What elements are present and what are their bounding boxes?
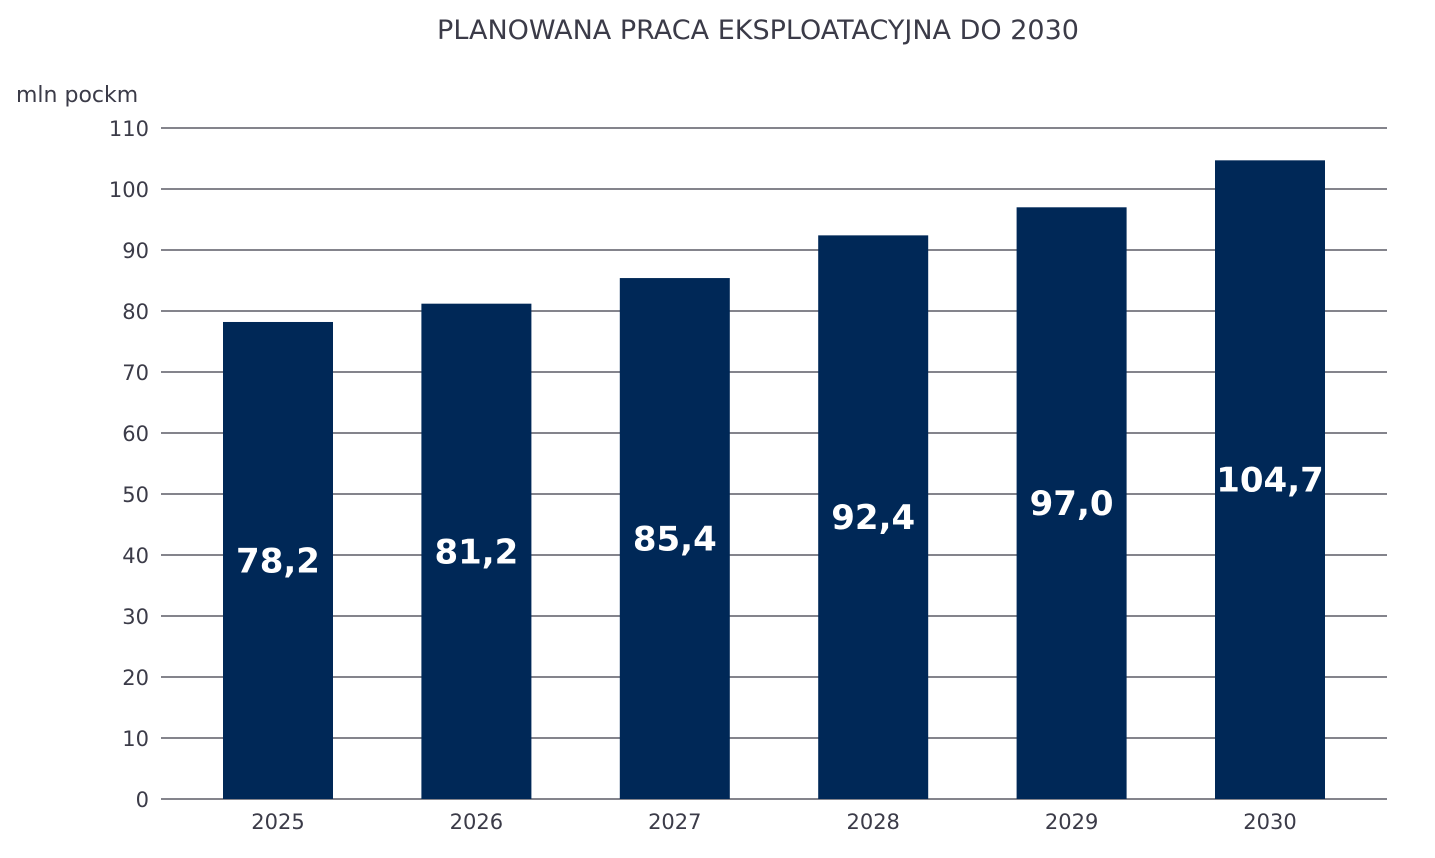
x-tick-label: 2025 [251,810,304,834]
y-tick-label: 110 [109,117,149,141]
y-tick-label: 70 [122,361,149,385]
bar-2030 [1215,160,1325,799]
x-tick-label: 2029 [1045,810,1098,834]
data-label: 97,0 [1030,484,1114,524]
y-tick-label: 30 [122,605,149,629]
x-tick-label: 2026 [450,810,503,834]
bar-2027 [619,278,730,799]
bar-2028 [818,235,929,800]
y-tick-label: 0 [136,788,149,812]
y-tick-label: 40 [122,544,149,568]
data-label: 81,2 [434,532,518,572]
y-tick-label: 60 [122,422,149,446]
bar-2029 [1016,207,1127,800]
bar-2026 [421,303,532,799]
y-tick-label: 20 [122,666,149,690]
data-label: 92,4 [831,498,915,538]
y-tick-label: 50 [122,483,149,507]
chart-title: PLANOWANA PRACA EKSPLOATACYJNA DO 2030 [437,15,1079,46]
data-label: 78,2 [236,541,320,581]
x-tick-label: 2030 [1243,810,1296,834]
y-tick-label: 90 [122,239,149,263]
bar-2025 [223,321,333,799]
x-tick-label: 2028 [846,810,899,834]
data-label: 104,7 [1216,461,1324,501]
data-label: 85,4 [633,520,717,560]
y-tick-label: 10 [122,727,149,751]
y-axis-label: mln pockm [16,83,138,108]
y-tick-label: 100 [109,178,149,202]
y-tick-label: 80 [122,300,149,324]
x-tick-label: 2027 [648,810,701,834]
